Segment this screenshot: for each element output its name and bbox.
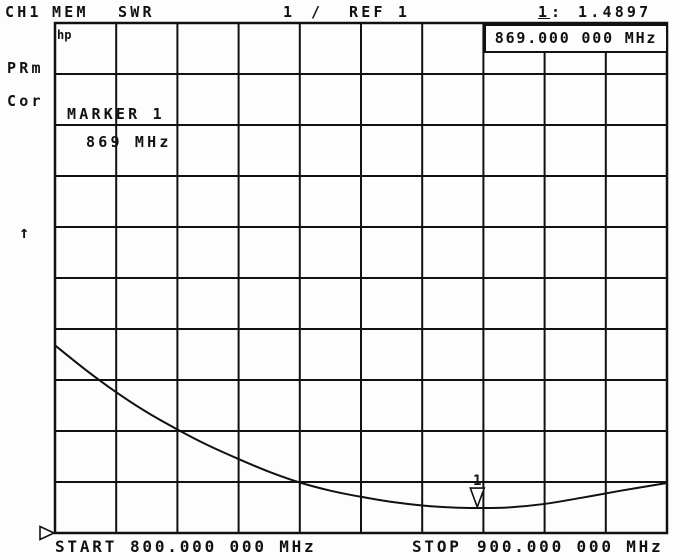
scale-divider: / [311, 3, 324, 21]
start-value: 800.000 000 MHz [130, 537, 317, 556]
stop-value: 900.000 000 MHz [477, 537, 664, 556]
swr-trace [54, 344, 668, 510]
marker-readout-number: 1 [538, 3, 551, 21]
status-prm-label: PRm [7, 59, 44, 77]
marker-readout-separator: : [551, 3, 564, 21]
marker-annotation-title: MARKER 1 [67, 105, 165, 123]
reference-position-icon [39, 525, 56, 541]
marker-readout-value: 1.4897 [578, 3, 652, 21]
channel-label: CH1 [5, 3, 42, 21]
active-entry-box: 869.000 000 MHz [484, 24, 668, 53]
marker-symbol-icon [469, 487, 486, 510]
sweep-up-arrow-icon: ↑ [19, 223, 30, 243]
marker-symbol-number: 1 [473, 473, 481, 489]
hp-logo: hp [57, 28, 72, 42]
start-label: START [55, 537, 118, 556]
reference-label: REF 1 [349, 3, 411, 21]
stop-label: STOP [412, 537, 462, 556]
trace-type-label: MEM [52, 3, 89, 21]
status-cor-label: Cor [7, 92, 44, 110]
format-label: SWR [118, 3, 155, 21]
marker-annotation-freq: 869 MHz [86, 133, 172, 151]
scale-per-div-value: 1 [283, 3, 296, 21]
